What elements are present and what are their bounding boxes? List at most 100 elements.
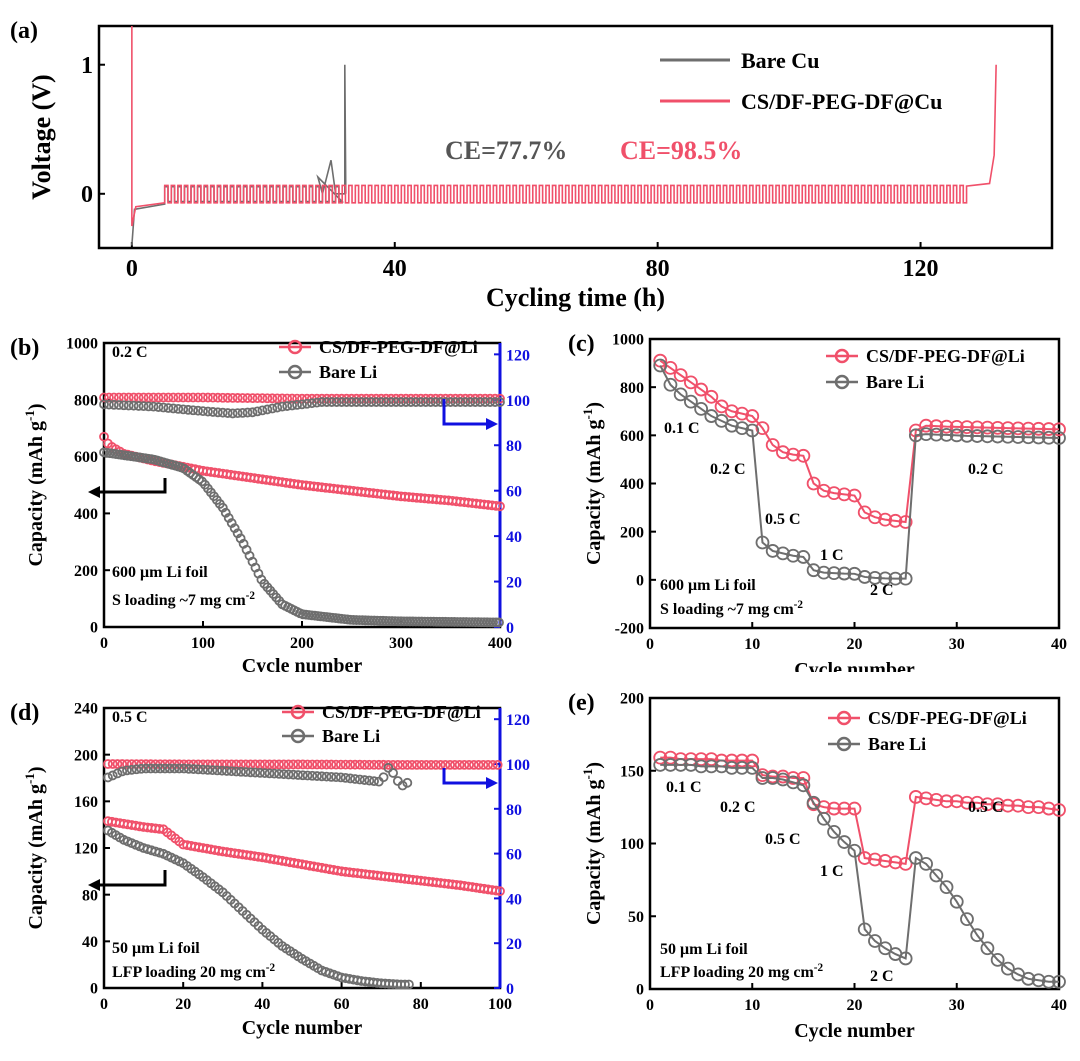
y2-tick-label: 0	[506, 981, 514, 998]
ce-marker-cs-df-peg-df-li	[122, 759, 132, 769]
capacity-marker-bare-li	[404, 979, 414, 990]
ce-marker-cs-df-peg-df-li	[148, 392, 159, 403]
capacity-marker-bare-li	[378, 615, 389, 626]
ce-marker-bare-li	[163, 403, 174, 413]
series-cs-df-peg-df-li-marker	[960, 795, 974, 810]
legend-label: Bare Li	[868, 734, 926, 754]
series-cs-df-peg-df-li-marker	[724, 404, 739, 419]
ce-marker-bare-li	[257, 405, 268, 416]
y-tick-label: -200	[615, 621, 644, 638]
x-tick-label: 80	[413, 996, 429, 1013]
ce-annotation-bare-cu: CE=77.7%	[445, 136, 567, 165]
ce-marker-bare-li	[267, 403, 278, 414]
ce-marker-bare-li	[397, 780, 408, 791]
x-tick-label: 40	[254, 996, 270, 1013]
series-cs-df-peg-df-li-marker	[980, 420, 995, 435]
ce-marker-bare-li	[425, 397, 436, 407]
x-tick-label: 0	[100, 635, 108, 652]
ce-marker-bare-li	[371, 397, 382, 407]
y-axis-title-main: Capacity (mAh g	[583, 419, 605, 565]
series-cs-df-peg-df-li-marker	[816, 483, 831, 498]
capacity-marker-bare-li	[407, 616, 418, 627]
arrowhead-left	[88, 879, 100, 891]
capacity-marker-bare-li	[485, 617, 496, 628]
ce-marker-bare-li	[169, 763, 180, 774]
panel-label: (b)	[10, 335, 39, 361]
legend-marker	[834, 374, 850, 390]
series-cs-df-peg-df-li-marker	[806, 476, 821, 491]
rate-step-label: 0.5 C	[765, 511, 801, 528]
ce-marker-cs-df-peg-df-li	[237, 393, 248, 403]
ce-marker-bare-li	[402, 777, 413, 788]
series-bare-li-marker	[1000, 429, 1015, 444]
y-tick-label: 1	[81, 53, 93, 79]
series-cs-df-peg-df-li-marker	[847, 488, 862, 503]
ce-marker-cs-df-peg-df-li	[292, 393, 302, 404]
capacity-marker-bare-li	[431, 616, 442, 627]
ce-marker-bare-li	[131, 764, 142, 775]
series-bare-li-marker	[1000, 961, 1015, 976]
y-axis-title-main: Capacity (mAh g	[25, 421, 47, 567]
ce-marker-cs-df-peg-df-li	[321, 759, 332, 770]
ce-marker-cs-df-peg-df-li	[221, 759, 232, 770]
series-cs-df-peg-df-li-marker	[673, 368, 688, 383]
ce-marker-bare-li	[138, 401, 149, 412]
ce-marker-bare-li	[490, 397, 500, 407]
series-cs-df-peg-df-li-marker	[1011, 421, 1026, 436]
ce-marker-bare-li	[297, 770, 308, 781]
ce-marker-bare-li	[335, 772, 346, 783]
series-cs-df-peg-df-li-marker	[990, 420, 1005, 435]
ce-marker-bare-li	[112, 768, 123, 779]
capacity-marker-bare-li	[410, 616, 421, 627]
ce-marker-bare-li	[321, 397, 332, 407]
ce-marker-bare-li	[259, 768, 270, 778]
capacity-marker-bare-li	[366, 615, 377, 626]
series-bare-li-marker	[837, 566, 852, 581]
ce-marker-bare-li	[207, 407, 218, 417]
ce-marker-cs-df-peg-df-li	[449, 759, 460, 770]
capacity-marker-bare-li	[363, 615, 374, 626]
capacity-marker-bare-li	[396, 616, 406, 627]
series-cs-df-peg-df-li-marker	[888, 855, 903, 870]
series-bare-li-marker	[908, 851, 923, 865]
y-tick-label: 600	[620, 428, 644, 445]
panel-e-rate-chart: 0 10 20 30 40 0 50 100 150 200 Cycle number Capacit…	[568, 690, 1067, 1042]
note-loading: LFP loading 20 mg cm-2	[660, 962, 824, 981]
y-axis-title-end: )	[25, 766, 47, 773]
ce-marker-bare-li	[118, 400, 129, 411]
ce-marker-bare-li	[252, 406, 263, 417]
ce-marker-bare-li	[386, 397, 397, 407]
ce-marker-cs-df-peg-df-li	[274, 759, 284, 770]
ce-marker-cs-df-peg-df-li	[483, 759, 494, 770]
ce-marker-bare-li	[292, 400, 302, 410]
series-bare-li-marker	[939, 427, 954, 442]
ce-marker-cs-df-peg-df-li	[359, 759, 370, 770]
rate-step-label: 1 C	[820, 547, 844, 564]
x-tick-label: 0	[646, 636, 654, 653]
capacity-marker-bare-li	[360, 615, 371, 626]
ce-marker-bare-li	[202, 764, 213, 775]
series-cs-df-peg-df-li-marker	[908, 790, 923, 804]
series-cs-df-peg-df-li-marker	[1031, 421, 1046, 436]
capacity-marker-bare-li	[375, 615, 386, 626]
x-tick-label: 10	[744, 997, 760, 1014]
ce-marker-bare-li	[331, 397, 342, 407]
legend-label: Bare Li	[319, 362, 377, 382]
series-bare-li-marker	[765, 771, 780, 785]
series-bare-li-marker	[683, 758, 698, 772]
ce-marker-cs-df-peg-df-li	[242, 393, 253, 403]
y2-tick-label: 0	[506, 620, 514, 637]
series-bare-li-marker	[960, 428, 974, 443]
series-cs-df-peg-df-li-marker	[1000, 798, 1015, 813]
series-bare-li-marker	[1031, 430, 1046, 445]
capacity-marker-bare-li	[479, 617, 490, 628]
capacity-marker-cs-df-peg-df-li	[495, 886, 505, 897]
y2-tick-label: 20	[506, 936, 522, 953]
ce-marker-bare-li	[188, 405, 199, 416]
capacity-marker-bare-li	[422, 616, 433, 627]
y-tick-label: 400	[74, 506, 98, 523]
ce-marker-bare-li	[148, 401, 159, 412]
rate-step-label: 0.5 C	[968, 799, 1004, 816]
